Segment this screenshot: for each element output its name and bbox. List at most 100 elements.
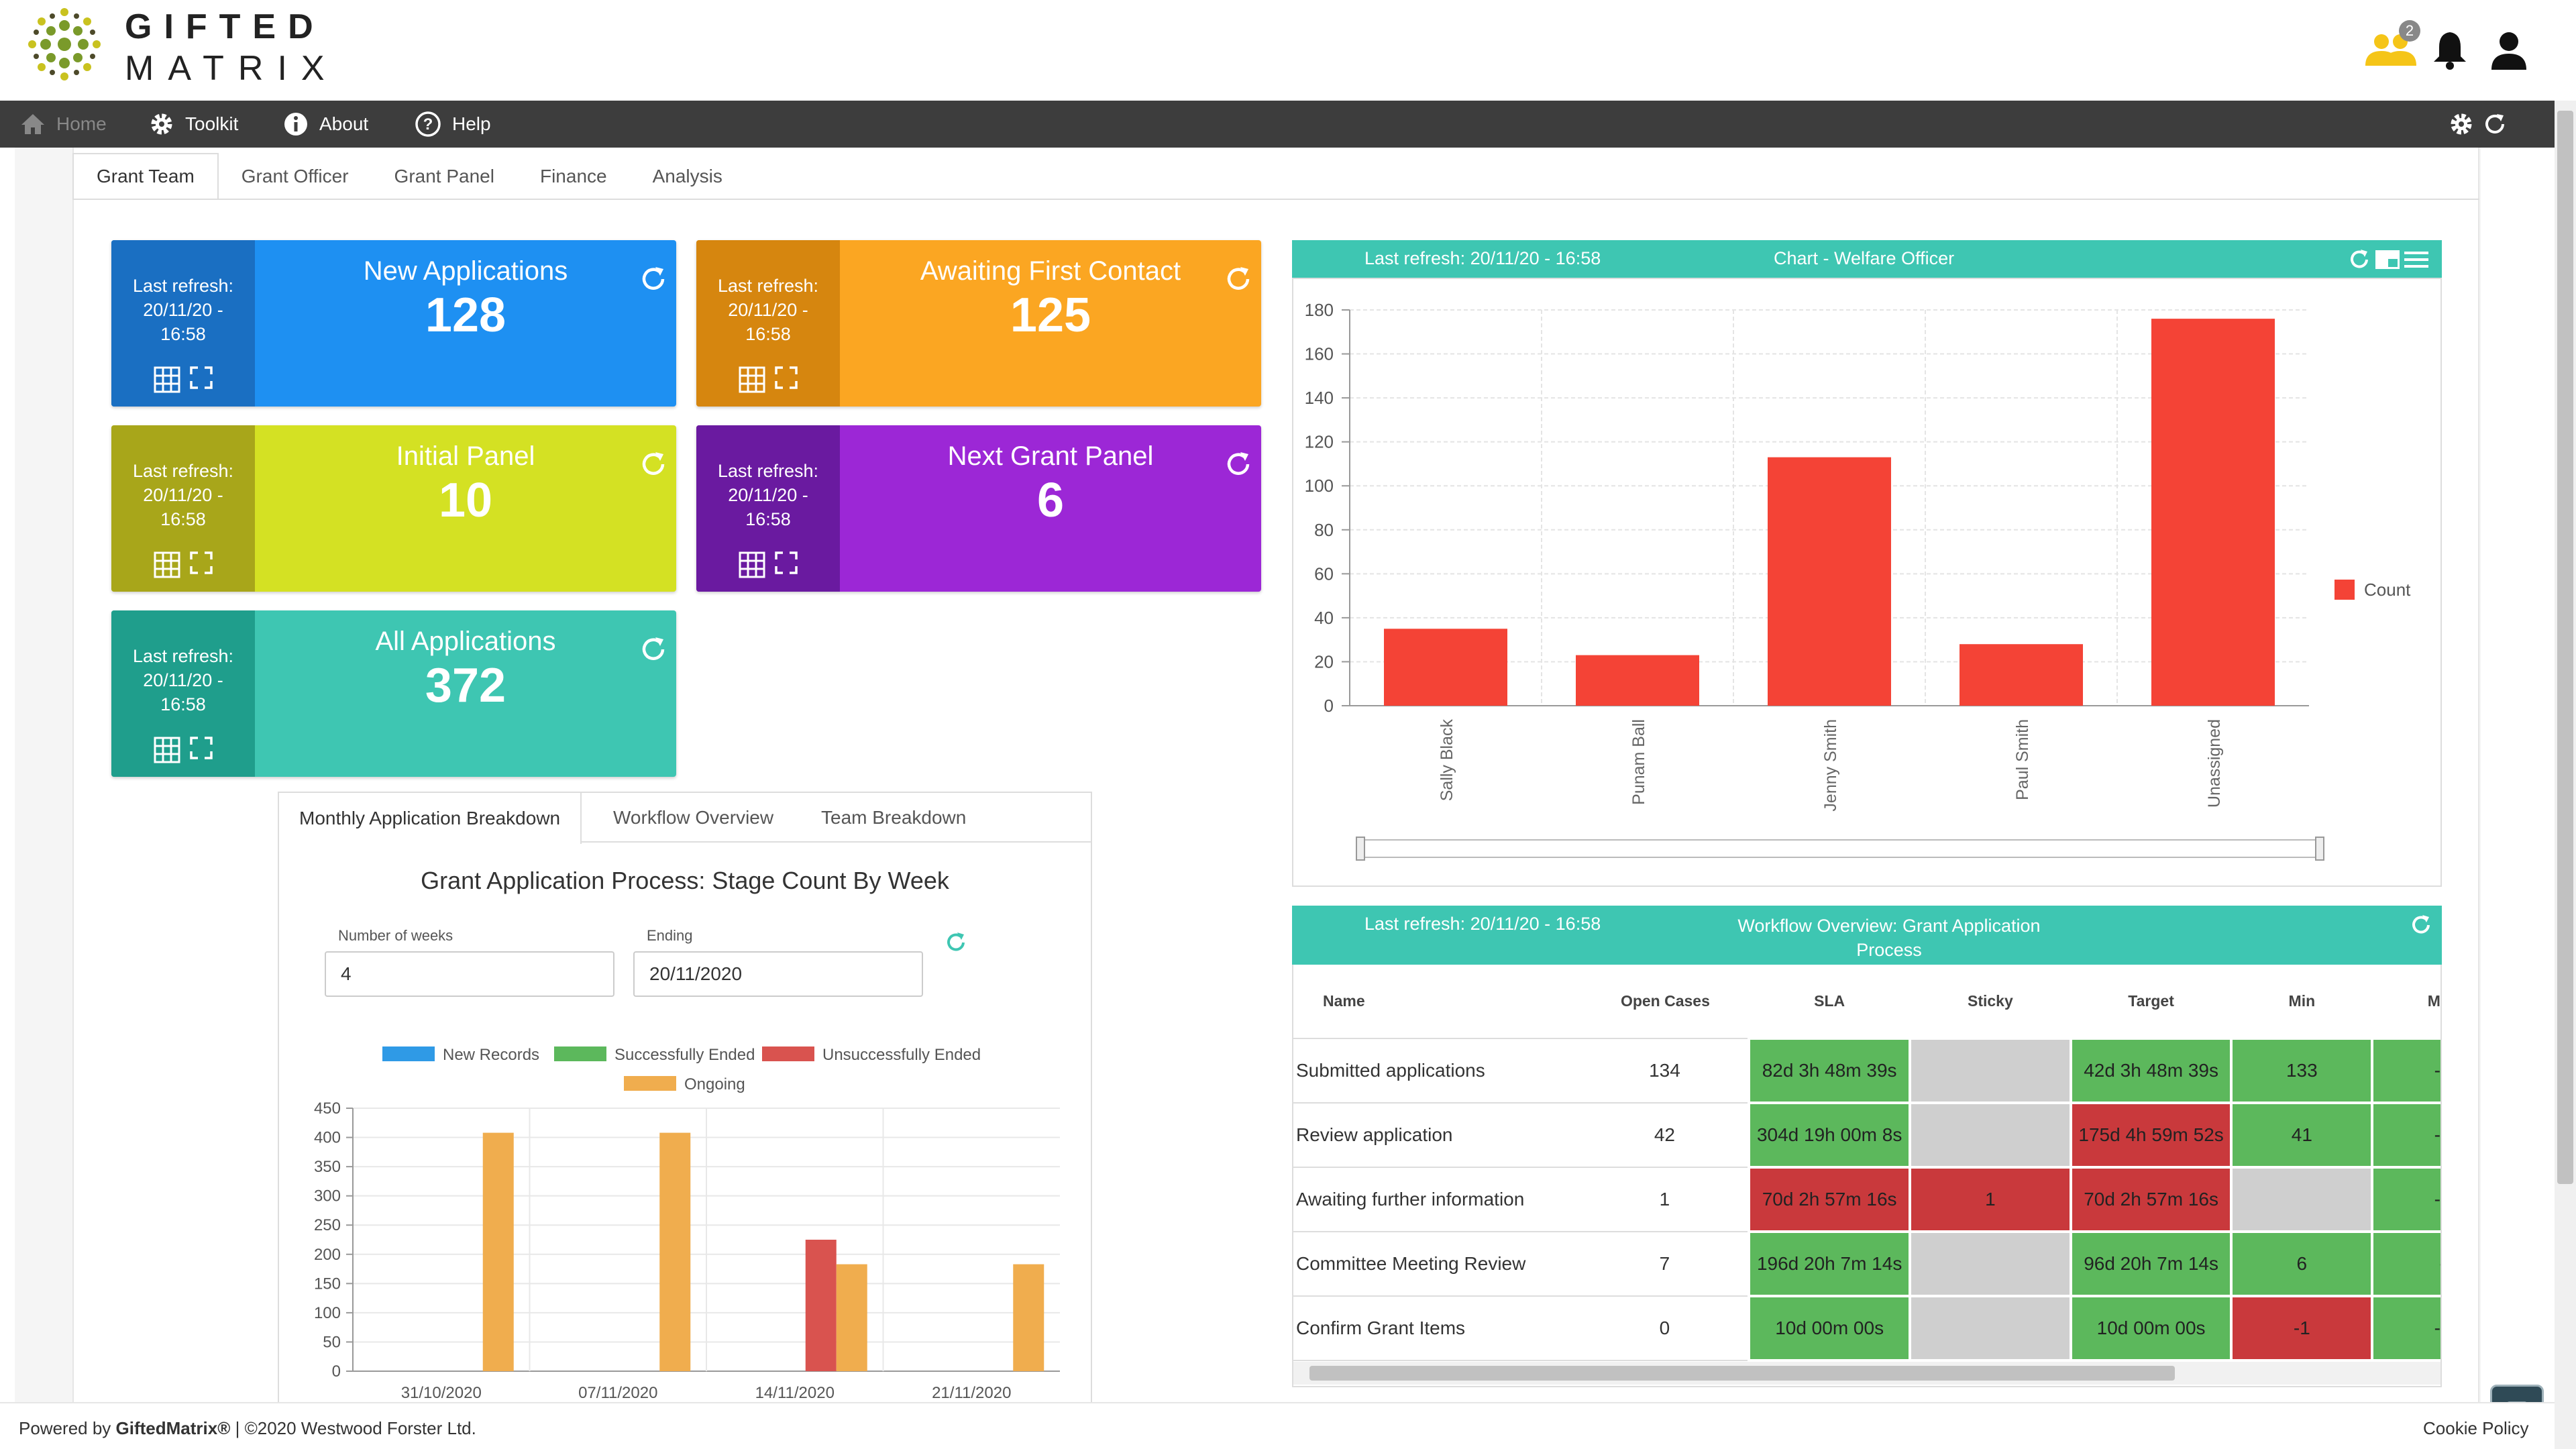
cookie-policy-link[interactable]: Cookie Policy: [2423, 1418, 2529, 1438]
y-tick-label: 100: [1305, 476, 1334, 496]
workflow-refresh-icon[interactable]: [2410, 914, 2432, 936]
bar: [482, 1132, 514, 1371]
table-row[interactable]: Review application 42 304d 19h 00m 8s 175d …: [1293, 1102, 2440, 1169]
kpi-card[interactable]: Last refresh: 20/11/20 - 16:58 New Appli…: [111, 240, 676, 407]
cell-sticky: [1909, 1295, 2072, 1362]
kpi-refresh-label: Last refresh:: [717, 461, 819, 481]
table-grid-icon[interactable]: [154, 737, 180, 763]
tab-finance[interactable]: Finance: [539, 166, 607, 186]
table-row[interactable]: Awaiting further information 1 70d 2h 57m …: [1293, 1166, 2440, 1233]
footer-powered-by: Powered by GiftedMatrix® | ©2020 Westwoo…: [19, 1418, 476, 1439]
cell-sla: 70d 2h 57m 16s: [1748, 1166, 1911, 1233]
expand-icon[interactable]: [775, 551, 798, 574]
legend-swatch: [382, 1046, 435, 1061]
gifted-matrix-logo[interactable]: [27, 7, 102, 82]
bar: [1013, 1264, 1044, 1371]
kpi-refresh-icon[interactable]: [1224, 449, 1253, 479]
app-header: GIFTED MATRIX 2: [0, 0, 2555, 101]
column-header[interactable]: Sticky: [1910, 965, 2071, 1039]
tab-grant-officer[interactable]: Grant Officer: [241, 166, 349, 186]
kpi-refresh-icon[interactable]: [639, 635, 668, 664]
table-grid-icon[interactable]: [739, 551, 765, 578]
kpi-card[interactable]: Last refresh: 20/11/20 - 16:58 Awaiting …: [696, 240, 1261, 407]
y-tick-label: 80: [1314, 520, 1334, 540]
settings-gear-icon[interactable]: [2449, 111, 2474, 137]
cell-open: 7: [1581, 1232, 1750, 1297]
tab-team-breakdown[interactable]: Team Breakdown: [821, 807, 967, 828]
kpi-title: Next Grant Panel: [947, 441, 1154, 471]
column-header[interactable]: SLA: [1749, 965, 1910, 1039]
legend-label: New Records: [443, 1046, 539, 1064]
window-toggle-icon[interactable]: [2375, 250, 2400, 270]
powered-brand[interactable]: GiftedMatrix®: [115, 1418, 231, 1438]
table-row[interactable]: Committee Meeting Review 7 196d 20h 7m 14s…: [1293, 1230, 2440, 1297]
tab-grant-panel[interactable]: Grant Panel: [394, 166, 494, 186]
tab-grant-team[interactable]: Grant Team: [72, 153, 219, 200]
column-header[interactable]: Min: [2231, 965, 2373, 1039]
welfare-chart-refresh: Last refresh: 20/11/20 - 16:58: [1364, 248, 1601, 268]
nav-home[interactable]: Home: [20, 101, 107, 148]
weeks-input[interactable]: 4: [325, 951, 614, 997]
kpi-card[interactable]: Last refresh: 20/11/20 - 16:58 Initial P…: [111, 425, 676, 592]
table-grid-icon[interactable]: [739, 366, 765, 393]
column-header[interactable]: Name: [1293, 965, 1582, 1039]
nav-help[interactable]: ? Help: [415, 101, 491, 148]
y-tick-label: 0: [332, 1362, 341, 1381]
kpi-title: Awaiting First Contact: [920, 256, 1181, 286]
ending-date-input[interactable]: 20/11/2020: [633, 951, 923, 997]
kpi-refresh-time: 16:58: [160, 694, 206, 714]
y-tick-label: 400: [314, 1129, 341, 1147]
info-icon: [284, 113, 307, 136]
table-row[interactable]: Confirm Grant Items 0 10d 00m 00s 10d 00m 0…: [1293, 1295, 2440, 1362]
kpi-icons: [696, 551, 840, 578]
kpi-refresh-time: 16:58: [745, 509, 791, 529]
tab-monthly-application-breakdown[interactable]: Monthly Application Breakdown: [279, 793, 582, 844]
expand-icon[interactable]: [190, 737, 213, 759]
expand-icon[interactable]: [190, 551, 213, 574]
nav-toolkit[interactable]: Toolkit: [149, 101, 238, 148]
page-scrollbar-thumb[interactable]: [2557, 111, 2573, 1184]
x-tick-label: Sally Black: [1438, 719, 1456, 802]
zoom-handle-right: [2315, 837, 2324, 861]
tab-analysis[interactable]: Analysis: [652, 166, 722, 186]
kpi-card[interactable]: Last refresh: 20/11/20 - 16:58 All Appli…: [111, 610, 676, 777]
kpi-refresh-time: 16:58: [160, 324, 206, 344]
legend-label: Count: [2364, 580, 2411, 600]
column-header[interactable]: Open Cases: [1581, 965, 1750, 1039]
tab-workflow-overview[interactable]: Workflow Overview: [613, 807, 774, 828]
table-grid-icon[interactable]: [154, 551, 180, 578]
x-tick-label: Unassigned: [2205, 719, 2224, 808]
cell-target: 70d 2h 57m 16s: [2069, 1166, 2233, 1233]
nav-about[interactable]: About: [283, 101, 368, 148]
hamburger-menu-icon[interactable]: [2404, 250, 2428, 270]
y-tick-label: 150: [314, 1275, 341, 1293]
column-header[interactable]: Max: [2372, 965, 2440, 1039]
bell-icon[interactable]: [2431, 30, 2469, 71]
cell-name: Confirm Grant Items: [1293, 1296, 1582, 1361]
cell-sla: 304d 19h 00m 8s: [1748, 1102, 1911, 1169]
kpi-refresh-icon[interactable]: [639, 449, 668, 479]
kpi-refresh-icon[interactable]: [1224, 264, 1253, 294]
kpi-refresh-icon[interactable]: [639, 264, 668, 294]
x-tick-label: 07/11/2020: [578, 1384, 657, 1402]
refresh-icon[interactable]: [2482, 111, 2508, 137]
team-icon[interactable]: [2364, 32, 2418, 67]
cell-sla: 196d 20h 7m 14s: [1748, 1230, 1911, 1297]
table-row[interactable]: Submitted applications 134 82d 3h 48m 39s 4…: [1293, 1037, 2440, 1104]
kpi-title: Initial Panel: [396, 441, 535, 471]
stage-refresh-icon[interactable]: [945, 931, 967, 954]
table-scrollbar-thumb[interactable]: [1309, 1366, 2175, 1381]
x-tick-label: Punam Ball: [1629, 719, 1648, 805]
table-horizontal-scrollbar[interactable]: [1293, 1362, 2440, 1385]
kpi-card[interactable]: Last refresh: 20/11/20 - 16:58 Next Gran…: [696, 425, 1261, 592]
x-tick-label: 14/11/2020: [755, 1384, 835, 1402]
column-header[interactable]: Target: [2070, 965, 2232, 1039]
expand-icon[interactable]: [775, 366, 798, 389]
user-profile-icon[interactable]: [2490, 31, 2528, 70]
kpi-value: 128: [425, 288, 506, 342]
table-grid-icon[interactable]: [154, 366, 180, 393]
welfare-chart-refresh-icon[interactable]: [2348, 248, 2371, 271]
kpi-main: New Applications 128: [255, 240, 676, 407]
expand-icon[interactable]: [190, 366, 213, 389]
